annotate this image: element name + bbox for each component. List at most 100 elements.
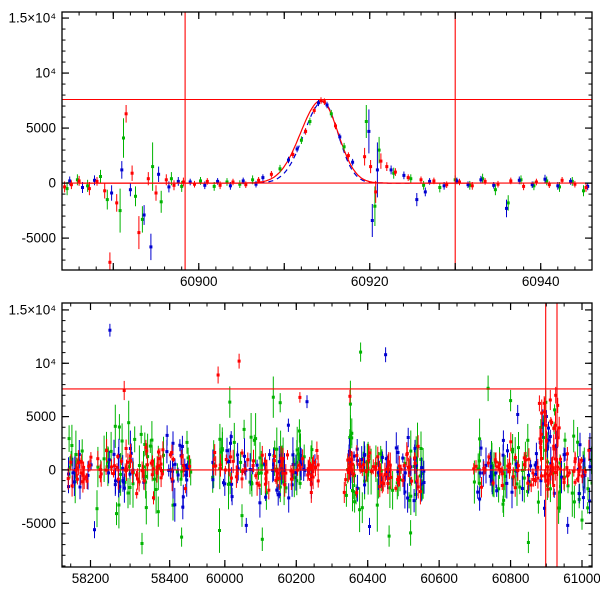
data-point-r	[316, 479, 320, 483]
data-point-b	[389, 168, 393, 172]
data-point-r	[470, 184, 474, 188]
data-point-g	[232, 440, 236, 444]
data-point-r	[540, 411, 544, 415]
data-point-g	[392, 171, 396, 175]
data-point-r	[545, 465, 549, 469]
data-point-b	[229, 435, 233, 439]
data-point-r	[551, 466, 555, 470]
data-point-b	[527, 474, 530, 477]
data-point-r	[500, 484, 504, 487]
data-point-b	[488, 474, 492, 478]
data-point-r	[159, 462, 163, 466]
data-point-g	[419, 447, 423, 450]
data-point-b	[176, 179, 180, 183]
data-point-g	[80, 449, 84, 453]
data-point-b	[142, 213, 146, 217]
data-point-r	[482, 467, 486, 470]
data-point-b	[492, 183, 496, 187]
data-point-b	[112, 452, 116, 456]
data-point-g	[146, 455, 150, 459]
data-point-r	[146, 177, 150, 181]
data-point-r	[580, 474, 584, 478]
x-tick-label: 58200	[72, 571, 110, 586]
data-point-b	[394, 446, 398, 450]
data-point-g	[118, 209, 122, 213]
data-point-r	[394, 486, 398, 490]
data-point-r	[584, 186, 588, 189]
data-point-g	[476, 467, 480, 471]
data-point-b	[479, 178, 483, 182]
data-point-g	[492, 473, 496, 477]
model-curve-b	[241, 101, 413, 184]
data-point-b	[113, 483, 117, 487]
data-point-r	[168, 453, 172, 457]
panel-frame	[61, 11, 593, 271]
data-point-g	[557, 506, 561, 510]
data-point-r	[415, 479, 419, 483]
data-point-r	[418, 490, 422, 494]
data-point-r	[552, 426, 556, 430]
data-point-r	[389, 475, 393, 479]
data-point-r	[188, 464, 192, 468]
data-point-r	[75, 477, 79, 481]
data-point-r	[310, 473, 314, 477]
data-point-r	[164, 178, 168, 182]
data-point-b	[254, 182, 258, 186]
data-point-b	[422, 481, 426, 484]
data-point-r	[397, 464, 401, 468]
data-point-r	[566, 474, 569, 478]
data-point-g	[128, 486, 132, 489]
data-point-g	[486, 386, 490, 390]
data-point-r	[124, 112, 128, 116]
data-point-g	[502, 471, 506, 475]
data-point-r	[69, 183, 73, 187]
data-point-g	[526, 489, 530, 493]
data-point-r	[547, 183, 551, 187]
data-point-g	[477, 459, 481, 463]
data-point-g	[75, 178, 79, 182]
data-point-g	[570, 179, 574, 183]
data-point-g	[278, 401, 282, 405]
data-point-b	[261, 176, 265, 180]
data-point-r	[578, 465, 582, 469]
data-point-b	[414, 464, 418, 468]
x-tick-label: 58400	[151, 571, 189, 586]
data-point-r	[243, 467, 247, 471]
data-point-r	[379, 159, 383, 163]
data-point-r	[543, 410, 546, 414]
data-point-r	[410, 479, 414, 483]
data-point-g	[175, 470, 179, 474]
data-point-g	[545, 179, 549, 183]
data-point-r	[577, 470, 581, 474]
data-point-b	[578, 443, 582, 447]
data-point-b	[298, 460, 302, 464]
data-point-r	[274, 478, 278, 482]
data-point-b	[560, 475, 563, 479]
data-point-g	[144, 506, 148, 510]
data-point-r	[371, 465, 375, 469]
data-point-b	[406, 496, 410, 500]
data-point-g	[359, 350, 363, 354]
data-point-g	[419, 457, 423, 461]
data-point-r	[126, 460, 130, 464]
data-point-g	[572, 434, 576, 438]
data-point-r	[527, 457, 531, 461]
data-point-r	[572, 469, 576, 473]
data-point-g	[329, 112, 333, 116]
data-point-b	[128, 188, 132, 192]
data-point-r	[144, 446, 148, 449]
data-point-g	[375, 503, 379, 507]
data-point-b	[121, 480, 125, 484]
data-point-r	[396, 481, 400, 485]
data-point-g	[227, 482, 230, 486]
data-point-r	[158, 457, 162, 461]
data-point-g	[542, 436, 546, 440]
data-point-g	[228, 400, 232, 404]
y-tick-label: 5000	[26, 409, 56, 424]
data-point-r	[159, 476, 163, 480]
data-point-b	[185, 478, 189, 482]
y-tick-label: 10⁴	[35, 66, 56, 81]
data-point-r	[529, 483, 533, 487]
data-point-r	[536, 465, 540, 469]
data-point-b	[516, 413, 520, 416]
